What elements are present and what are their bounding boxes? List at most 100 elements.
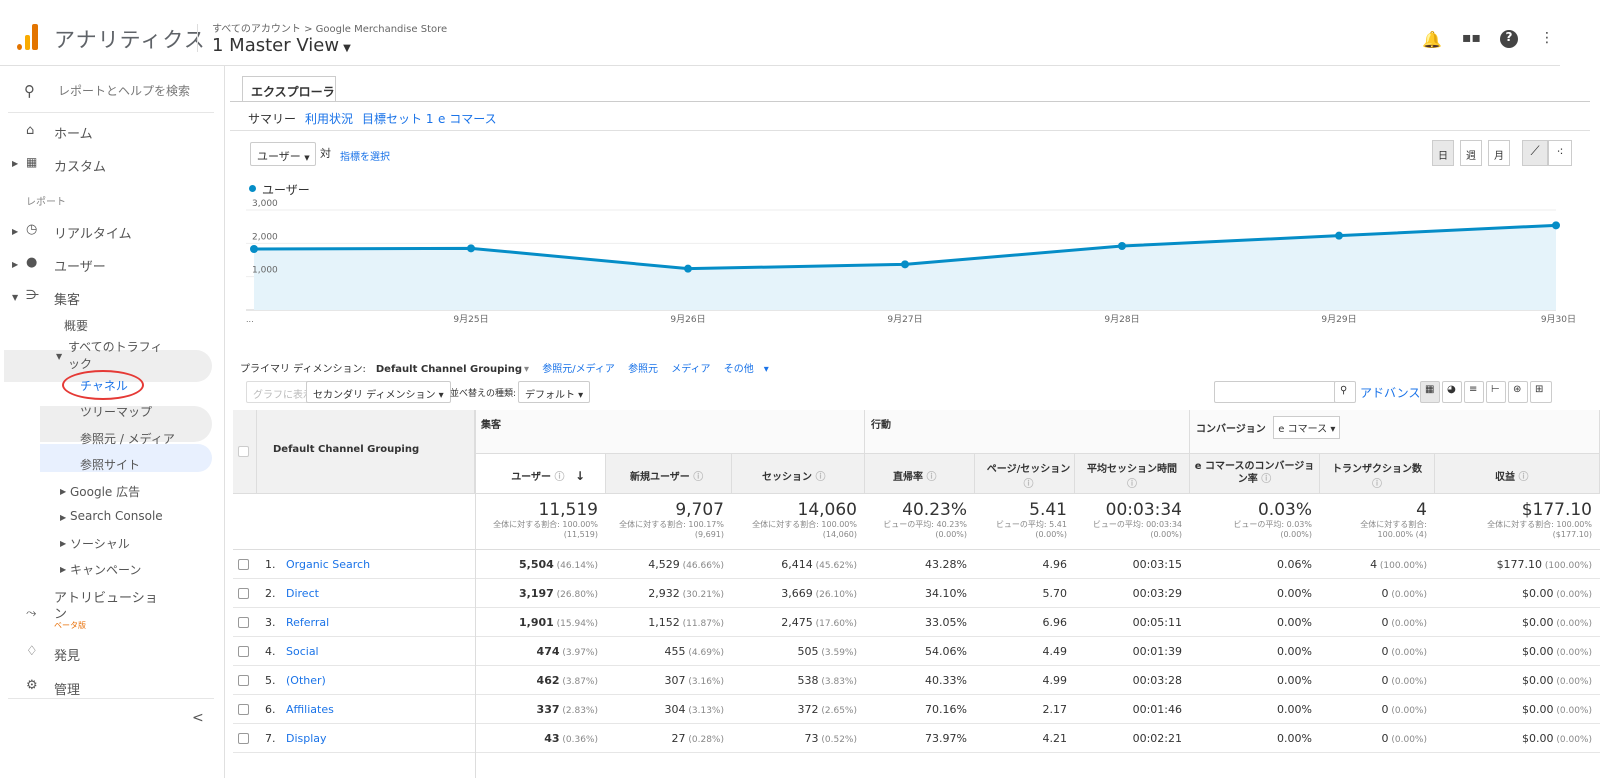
sidebar-item-all-traffic[interactable]: すべてのトラフィ — [68, 340, 163, 354]
sort-type-label: 並べ替えの種類: — [450, 389, 517, 399]
col-avg-duration[interactable]: 平均セッション時間 ⓘ — [1075, 454, 1190, 494]
sidebar-item-google-ads[interactable]: Google 広告 — [70, 485, 141, 499]
sidebar-item-admin[interactable]: 管理 — [54, 683, 81, 698]
dimension-current[interactable]: Default Channel Grouping — [375, 364, 522, 375]
pie-view-icon[interactable]: ◕ — [1442, 381, 1462, 403]
expand-arrow-icon[interactable]: ▶ — [60, 487, 67, 496]
channels-table: Default Channel Grouping 集客 行動 コンバージョン e… — [233, 410, 1600, 778]
sort-type-dropdown[interactable]: デフォルト ▾ — [518, 381, 591, 403]
collapse-sidebar-button[interactable]: < — [192, 710, 204, 726]
sidebar-item-search-console[interactable]: Search Console — [70, 509, 163, 523]
advanced-link[interactable]: アドバンス — [1360, 386, 1421, 400]
group-conversion: コンバージョン e コマース ▾ — [1190, 410, 1600, 454]
select-all-checkbox[interactable] — [238, 446, 249, 457]
row-checkbox[interactable] — [238, 704, 249, 715]
term-cloud-view-icon[interactable]: ⊛ — [1508, 381, 1528, 403]
day-button[interactable]: 日 — [1432, 140, 1454, 166]
row-checkbox[interactable] — [238, 646, 249, 657]
week-button[interactable]: 週 — [1460, 140, 1482, 166]
metric-value: 304 — [664, 703, 686, 716]
secondary-dimension-dropdown[interactable]: セカンダリ ディメンション ▾ — [306, 381, 451, 403]
tab-explorer[interactable]: エクスプローラ — [242, 76, 336, 102]
sidebar-item-users[interactable]: ユーザー — [54, 260, 106, 275]
collapse-arrow-icon[interactable]: ▼ — [12, 293, 19, 302]
dimension-other[interactable]: その他 — [723, 364, 754, 375]
subtab-usage[interactable]: 利用状況 — [305, 112, 354, 126]
channel-link[interactable]: Organic Search — [286, 558, 371, 571]
channel-link[interactable]: Display — [286, 732, 327, 745]
analytics-logo[interactable] — [17, 24, 39, 50]
expand-arrow-icon[interactable]: ▶ — [60, 539, 67, 548]
more-vert-icon[interactable]: ⋮ — [1540, 30, 1554, 46]
lightbulb-icon: ♢ — [26, 644, 38, 659]
col-users[interactable]: ユーザー ⓘ ↓ — [475, 454, 606, 494]
expand-arrow-icon[interactable]: ▶ — [12, 260, 19, 269]
total-value: 11,519 — [538, 500, 598, 520]
channel-link[interactable]: (Other) — [286, 674, 326, 687]
subtab-goal-set[interactable]: 目標セット 1 — [362, 112, 434, 126]
subtab-summary[interactable]: サマリー — [248, 112, 297, 126]
subtab-ecommerce[interactable]: e コマース — [438, 112, 497, 126]
sidebar-item-source-medium[interactable]: 参照元 / メディア — [80, 432, 175, 446]
expand-arrow-icon[interactable]: ▶ — [60, 565, 67, 574]
bell-icon[interactable]: 🔔 — [1422, 30, 1442, 49]
dimension-header[interactable]: Default Channel Grouping — [257, 410, 475, 494]
sidebar-item-attribution[interactable]: アトリビューショ — [54, 591, 158, 606]
channel-link[interactable]: Social — [286, 645, 319, 658]
metric-dropdown[interactable]: ユーザー ▼ — [250, 142, 316, 166]
col-bounce-rate[interactable]: 直帰率 ⓘ — [865, 454, 975, 494]
metric-value: 455 — [664, 645, 686, 658]
dimension-source-medium[interactable]: 参照元/メディア — [542, 364, 615, 375]
bar-view-icon[interactable]: ≡ — [1464, 381, 1484, 403]
dimension-source[interactable]: 参照元 — [628, 364, 659, 375]
sidebar-item-realtime[interactable]: リアルタイム — [54, 227, 132, 242]
row-checkbox[interactable] — [238, 559, 249, 570]
apps-grid-icon[interactable]: ▪▪ — [1462, 30, 1481, 46]
line-chart-icon[interactable]: ⟋ — [1522, 140, 1548, 166]
expand-arrow-icon[interactable]: ▶ — [12, 159, 19, 168]
expand-arrow-icon[interactable]: ▶ — [12, 227, 19, 236]
sidebar-item-acquisition[interactable]: 集客 — [54, 293, 81, 308]
collapse-arrow-icon[interactable]: ▼ — [56, 352, 63, 361]
col-sessions[interactable]: セッション ⓘ — [732, 454, 865, 494]
table-search-input[interactable] — [1214, 381, 1336, 403]
sidebar-item-discover[interactable]: 発見 — [54, 649, 81, 664]
sidebar-item-campaigns[interactable]: キャンペーン — [70, 563, 142, 577]
metric-cell: 0 (0.00%) — [1320, 645, 1427, 658]
dimension-medium[interactable]: メディア — [671, 364, 711, 375]
breadcrumb[interactable]: すべてのアカウント > Google Merchandise Store — [212, 24, 448, 35]
expand-arrow-icon[interactable]: ▶ — [60, 513, 67, 522]
row-checkbox[interactable] — [238, 617, 249, 628]
help-icon[interactable]: ? — [1500, 30, 1518, 48]
row-checkbox[interactable] — [238, 675, 249, 686]
motion-chart-icon[interactable]: ⁖ — [1548, 140, 1572, 166]
comparison-view-icon[interactable]: ⊢ — [1486, 381, 1506, 403]
col-new-users[interactable]: 新規ユーザー ⓘ — [606, 454, 732, 494]
sidebar-item-home[interactable]: ホーム — [54, 127, 93, 142]
sidebar-item-referrals[interactable]: 参照サイト — [80, 458, 141, 472]
table-view-icon[interactable]: ▦ — [1420, 381, 1440, 403]
row-checkbox[interactable] — [238, 733, 249, 744]
view-selector[interactable]: 1 Master View ▼ — [212, 35, 351, 56]
sidebar-item-treemap[interactable]: ツリーマップ — [80, 405, 153, 419]
search-icon[interactable]: ⚲ — [1334, 381, 1356, 403]
month-button[interactable]: 月 — [1488, 140, 1510, 166]
channel-link[interactable]: Direct — [286, 587, 319, 600]
sidebar-search[interactable]: レポートとヘルプを検索 — [58, 84, 191, 98]
row-checkbox[interactable] — [238, 588, 249, 599]
sidebar-item-overview[interactable]: 概要 — [64, 319, 89, 333]
channel-link[interactable]: Referral — [286, 616, 330, 629]
conversion-dropdown[interactable]: e コマース ▾ — [1273, 416, 1341, 439]
channel-link[interactable]: Affiliates — [286, 703, 334, 716]
data-point — [684, 264, 692, 273]
col-ecommerce-conversion[interactable]: e コマースのコンバージョン率 ⓘ — [1190, 454, 1320, 494]
col-transactions[interactable]: トランザクション数 ⓘ — [1320, 454, 1435, 494]
plot-rows-button[interactable]: グラフに表示 — [246, 381, 320, 403]
pick-metric-link[interactable]: 指標を選択 — [340, 152, 390, 163]
sidebar-item-social[interactable]: ソーシャル — [70, 537, 130, 551]
pivot-view-icon[interactable]: ⊞ — [1530, 381, 1552, 403]
sidebar-item-custom[interactable]: カスタム — [54, 160, 107, 175]
secondary-dimension-label: セカンダリ ディメンション — [313, 390, 436, 401]
col-pages-session[interactable]: ページ/セッション ⓘ — [975, 454, 1075, 494]
col-revenue[interactable]: 収益 ⓘ — [1435, 454, 1600, 494]
